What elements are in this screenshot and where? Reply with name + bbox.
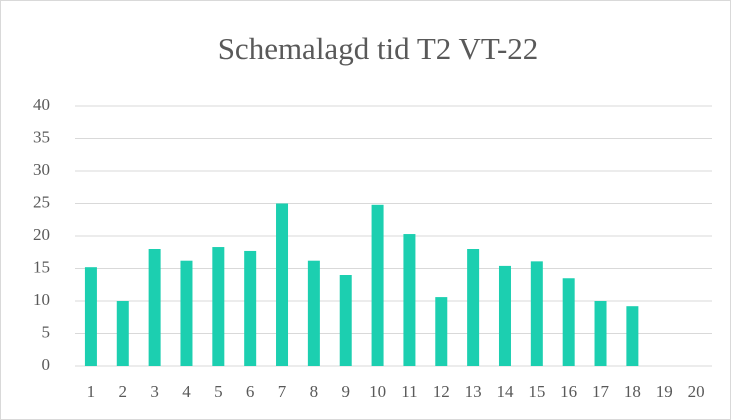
x-tick-label: 16 bbox=[560, 382, 577, 401]
x-tick-label: 13 bbox=[465, 382, 482, 401]
bar bbox=[339, 275, 352, 366]
y-tick-label: 25 bbox=[33, 192, 50, 211]
bar bbox=[212, 247, 225, 366]
y-tick-label: 10 bbox=[33, 290, 50, 309]
x-tick-label: 5 bbox=[214, 382, 223, 401]
bar bbox=[594, 301, 607, 366]
bar bbox=[276, 203, 289, 366]
bar bbox=[626, 306, 639, 366]
x-tick-label: 7 bbox=[278, 382, 287, 401]
bar bbox=[84, 267, 97, 366]
bar bbox=[403, 234, 416, 366]
x-tick-label: 6 bbox=[246, 382, 255, 401]
bar bbox=[116, 301, 129, 366]
x-tick-label: 4 bbox=[182, 382, 191, 401]
x-tick-label: 12 bbox=[433, 382, 450, 401]
x-tick-label: 20 bbox=[688, 382, 705, 401]
bar bbox=[530, 261, 543, 366]
bar bbox=[562, 278, 575, 366]
bar bbox=[435, 297, 448, 366]
x-tick-label: 11 bbox=[401, 382, 417, 401]
bar bbox=[244, 250, 257, 366]
x-tick-label: 18 bbox=[624, 382, 641, 401]
y-tick-label: 30 bbox=[33, 160, 50, 179]
x-tick-label: 1 bbox=[87, 382, 96, 401]
bar bbox=[307, 260, 320, 366]
x-tick-label: 10 bbox=[369, 382, 386, 401]
x-tick-label: 17 bbox=[592, 382, 610, 401]
y-tick-label: 0 bbox=[42, 355, 51, 374]
bar bbox=[498, 265, 511, 366]
y-tick-label: 5 bbox=[42, 322, 51, 341]
chart-title: Schemalagd tid T2 VT-22 bbox=[218, 31, 539, 66]
x-tick-label: 19 bbox=[656, 382, 673, 401]
bar bbox=[148, 249, 161, 366]
y-tick-label: 20 bbox=[33, 225, 50, 244]
bar bbox=[371, 204, 384, 366]
x-tick-label: 14 bbox=[496, 382, 514, 401]
x-tick-label: 8 bbox=[310, 382, 319, 401]
y-tick-label: 40 bbox=[33, 95, 50, 114]
x-tick-label: 9 bbox=[341, 382, 350, 401]
x-tick-label: 2 bbox=[119, 382, 128, 401]
x-tick-label: 3 bbox=[150, 382, 159, 401]
y-tick-label: 35 bbox=[33, 127, 50, 146]
bar bbox=[467, 249, 480, 366]
bar bbox=[180, 260, 193, 366]
y-tick-label: 15 bbox=[33, 257, 50, 276]
x-tick-label: 15 bbox=[528, 382, 545, 401]
